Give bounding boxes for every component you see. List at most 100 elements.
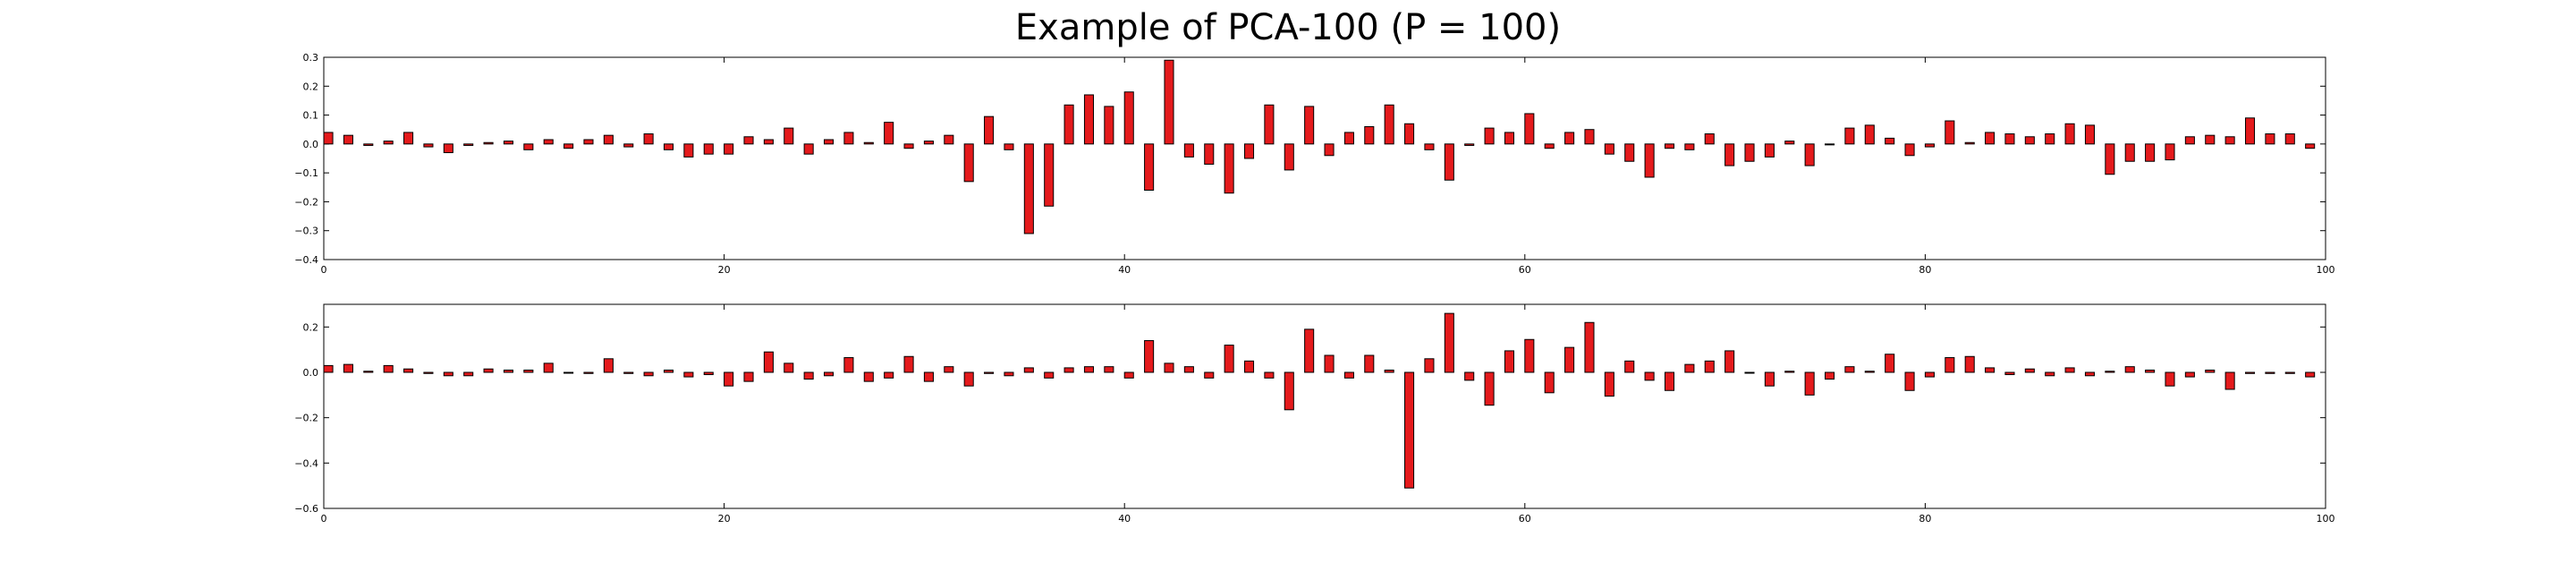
bar [343, 134, 353, 145]
bar [2165, 371, 2175, 387]
bar [483, 141, 494, 145]
bar [2084, 371, 2096, 377]
bar [663, 369, 674, 373]
bar [363, 371, 374, 373]
bar [1624, 360, 1635, 373]
x-tick-label: 40 [1118, 264, 1131, 276]
bar [1324, 354, 1335, 373]
bar [1504, 132, 1514, 145]
bar [1945, 120, 1955, 145]
bar [803, 143, 814, 155]
bar [963, 143, 974, 183]
bar [423, 143, 434, 148]
y-tick-label: 0.0 [303, 367, 319, 379]
bar [763, 351, 774, 373]
bar [2045, 133, 2055, 145]
bar [1904, 143, 1915, 157]
bar [2244, 371, 2256, 374]
bar [603, 358, 614, 373]
bar [503, 141, 513, 145]
bar [984, 371, 995, 374]
bar [1083, 94, 1095, 145]
bar [1304, 106, 1315, 145]
bar [1964, 355, 1975, 373]
bar [1764, 143, 1775, 158]
bar [1844, 127, 1855, 145]
bar [884, 122, 894, 145]
x-tick-label: 100 [2317, 264, 2335, 276]
bar [463, 371, 474, 377]
bar [743, 136, 754, 145]
y-tick-label: 0.2 [303, 81, 319, 92]
bar [623, 371, 634, 374]
bar [2244, 117, 2256, 145]
bar [843, 357, 854, 373]
bar [1164, 362, 1174, 373]
bar [2045, 371, 2055, 377]
bar [1243, 360, 1255, 373]
bar [1544, 143, 1555, 149]
bar [1844, 366, 1855, 373]
bar [683, 143, 694, 158]
y-tick-label: −0.2 [294, 196, 318, 208]
bar [523, 143, 534, 150]
bar [743, 371, 754, 382]
bar [1104, 106, 1114, 145]
bar [1204, 143, 1215, 165]
bar [443, 143, 453, 154]
bar [2084, 124, 2096, 145]
bar [1123, 371, 1134, 379]
bar [803, 371, 814, 380]
bar [884, 371, 894, 379]
bar [1664, 371, 1675, 391]
bar [1404, 123, 1415, 145]
bar [784, 127, 794, 145]
bar [1825, 371, 1835, 380]
bar [1284, 143, 1294, 171]
bar [703, 143, 714, 155]
bar [903, 355, 914, 373]
bar [1664, 143, 1675, 149]
bar [1544, 371, 1555, 394]
bar [564, 143, 574, 149]
bar [2205, 369, 2216, 373]
bar [1304, 328, 1315, 373]
bar [1063, 104, 1074, 145]
bar [1324, 143, 1335, 157]
bar [2305, 371, 2316, 378]
bar [1004, 143, 1014, 150]
bar [2124, 143, 2135, 162]
bar [2284, 133, 2295, 145]
x-tick-label: 20 [718, 264, 731, 276]
bar [1004, 371, 1014, 377]
bar [1384, 369, 1394, 373]
bar [2124, 366, 2135, 373]
bar [1444, 312, 1454, 373]
bar [1784, 371, 1795, 373]
plot-area [323, 303, 2326, 509]
bar [323, 132, 334, 145]
bar [1144, 143, 1155, 192]
bar [1144, 340, 1155, 373]
bar [1063, 367, 1074, 373]
y-tick-label: −0.4 [294, 254, 318, 266]
bar [1904, 371, 1915, 391]
bar [1604, 143, 1614, 155]
x-tick-label: 60 [1519, 264, 1531, 276]
bar [2284, 371, 2295, 374]
subplot-1: −0.4 −0.3 −0.2 −0.1 0.0 0.1 0.2 0.3 0 20 40 60 80 100 [294, 52, 2334, 276]
bar [1083, 366, 1095, 373]
bar [1704, 133, 1715, 145]
bar [824, 371, 835, 377]
bar [1885, 137, 1895, 145]
bar [2305, 143, 2316, 149]
bar [784, 362, 794, 373]
bar [1564, 346, 1575, 373]
y-tick-label: −0.2 [294, 413, 318, 424]
bar [603, 134, 614, 145]
bar [1484, 127, 1495, 145]
bar [903, 143, 914, 149]
bar [1044, 371, 1055, 379]
bar [643, 133, 654, 145]
